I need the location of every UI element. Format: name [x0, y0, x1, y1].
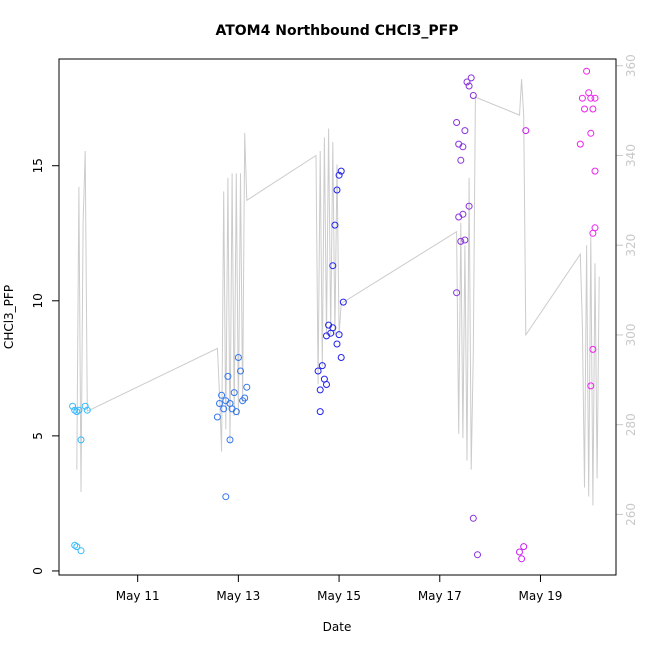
data-point [329, 262, 337, 270]
data-point [73, 543, 81, 551]
data-point [459, 143, 467, 151]
data-point [337, 167, 345, 175]
data-point [237, 367, 244, 375]
data-point [583, 67, 591, 75]
data-point [520, 543, 528, 551]
y-axis-label: CHCl3_PFP [2, 285, 16, 349]
data-point [213, 413, 221, 421]
data-point [453, 119, 461, 126]
data-point [457, 156, 465, 164]
data-point [75, 406, 83, 414]
data-point [333, 340, 341, 348]
data-point [224, 372, 232, 380]
data-point [329, 324, 337, 332]
data-point [83, 406, 91, 414]
data-point [234, 354, 242, 361]
x-tick-label: May 17 [418, 589, 462, 603]
data-point [77, 547, 85, 555]
data-point [459, 210, 467, 218]
data-point [587, 94, 595, 102]
x-tick-label: May 15 [317, 589, 361, 603]
data-point [453, 289, 461, 297]
data-point [516, 548, 523, 556]
data-point [316, 386, 324, 394]
data-point [587, 129, 595, 137]
data-point [335, 171, 343, 179]
data-point [333, 186, 341, 194]
data-point [218, 391, 226, 399]
data-point [587, 382, 595, 390]
data-point [522, 127, 530, 135]
y2-tick-label: 340 [624, 144, 638, 167]
series-points-layer [69, 67, 599, 563]
data-point [335, 331, 343, 339]
data-point [474, 551, 481, 559]
data-point [318, 362, 326, 370]
y-tick-label: 15 [31, 158, 45, 173]
data-point [316, 408, 324, 416]
series-line-layer [76, 79, 600, 506]
data-point [457, 237, 465, 245]
data-point [81, 402, 89, 410]
data-point [216, 400, 223, 407]
y-tick-label: 5 [31, 432, 45, 440]
y2-tick-label: 260 [624, 503, 638, 526]
data-point [77, 436, 85, 444]
data-point [232, 408, 240, 416]
y-tick-label: 0 [31, 567, 45, 575]
data-point [314, 367, 322, 375]
y2-tick-label: 300 [624, 323, 638, 346]
data-point [230, 389, 238, 397]
x-tick-label: May 13 [216, 589, 260, 603]
data-point [467, 74, 475, 82]
data-point [222, 493, 230, 501]
data-point [461, 127, 469, 135]
y-tick-label: 10 [31, 293, 45, 308]
data-point [226, 436, 234, 444]
data-point [518, 555, 526, 563]
data-point [337, 354, 345, 361]
data-point [591, 167, 599, 175]
data-point [339, 298, 347, 306]
x-tick-label: May 19 [519, 589, 563, 603]
data-point [69, 402, 77, 410]
data-point [578, 94, 586, 102]
y2-tick-label: 320 [624, 234, 638, 257]
data-point [589, 345, 597, 353]
data-point [461, 236, 469, 244]
data-point [589, 105, 597, 113]
data-point [220, 405, 228, 413]
y2-tick-label: 280 [624, 413, 638, 436]
data-point [469, 92, 477, 99]
data-point [581, 105, 588, 113]
data-point [463, 78, 471, 86]
data-point [323, 381, 330, 388]
series-line [76, 79, 600, 506]
data-point [243, 383, 251, 391]
data-point [241, 394, 249, 402]
data-point [331, 221, 339, 229]
x-axis-label: Date [323, 620, 352, 634]
data-point [576, 140, 584, 148]
data-point [465, 82, 473, 90]
data-point [591, 94, 599, 102]
data-point [469, 514, 477, 522]
data-point [465, 202, 473, 210]
y2-tick-label: 360 [624, 54, 638, 77]
x-tick-label: May 11 [116, 589, 160, 603]
data-point [591, 224, 599, 232]
plot-frame [58, 58, 617, 576]
chart-title: ATOM4 Northbound CHCl3_PFP [215, 23, 458, 39]
